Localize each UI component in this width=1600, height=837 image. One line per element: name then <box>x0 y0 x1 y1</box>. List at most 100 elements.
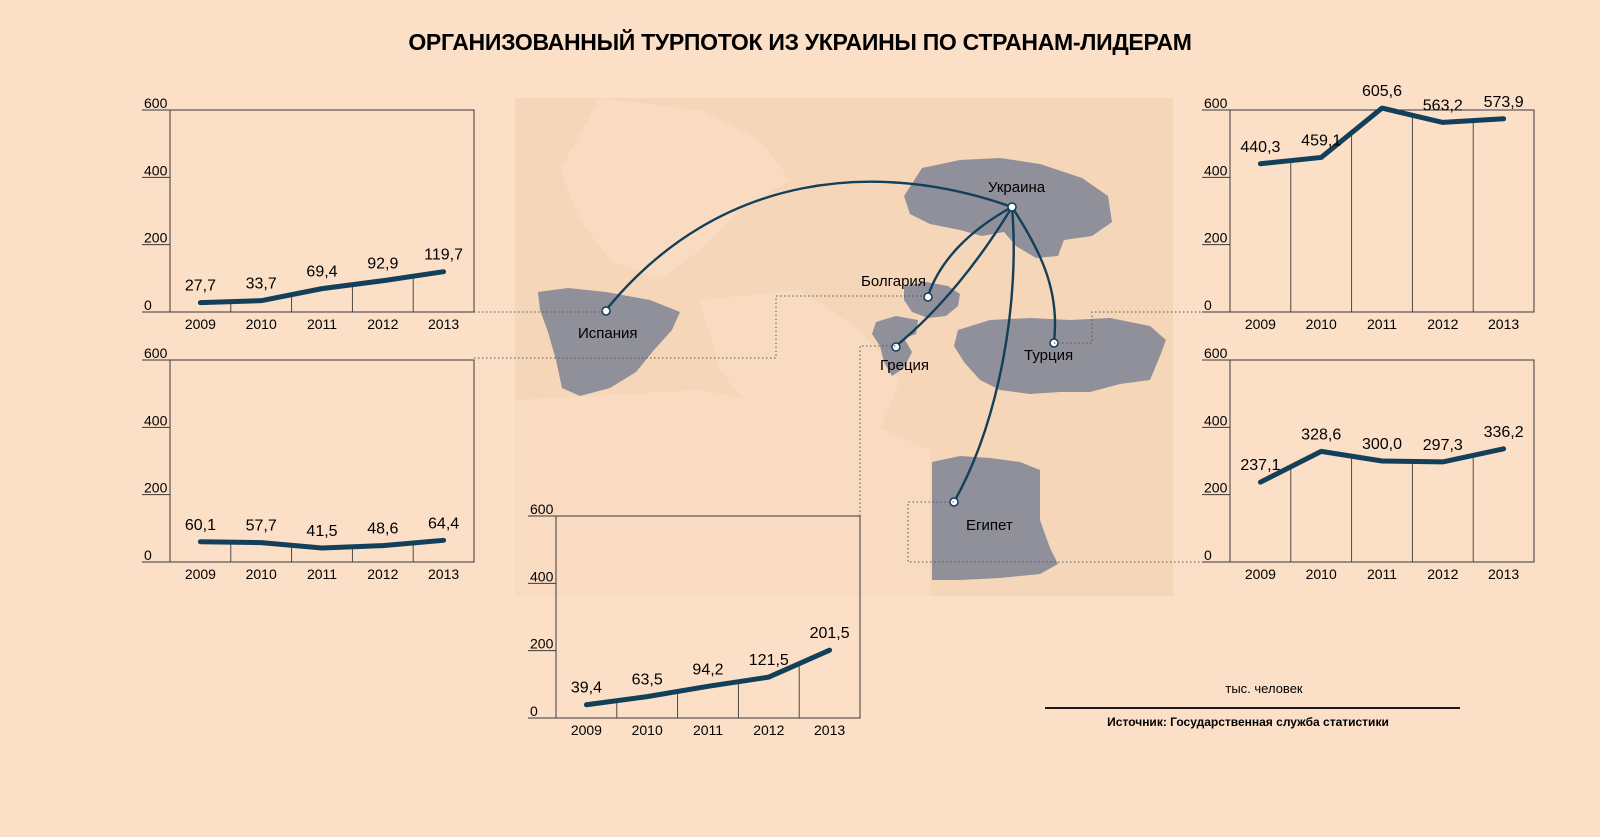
x-tick-label: 2009 <box>1245 566 1276 582</box>
y-tick-label: 0 <box>144 297 152 313</box>
chart-egypt: 0 200 400 600 2009 2010 2011 2012 2013 237,1 328,6… <box>1202 345 1535 582</box>
y-tick-label: 600 <box>1204 95 1228 111</box>
data-label: 33,7 <box>246 276 277 293</box>
y-tick-label: 400 <box>1204 412 1228 428</box>
connector-greece <box>859 345 896 516</box>
x-tick-label: 2009 <box>1245 316 1276 332</box>
x-tick-label: 2010 <box>632 722 663 738</box>
data-label: 39,4 <box>571 680 602 697</box>
x-tick-label: 2012 <box>1427 566 1458 582</box>
data-label: 336,2 <box>1484 424 1524 441</box>
label-spain: Испания <box>578 325 638 342</box>
x-tick-label: 2010 <box>246 316 277 332</box>
y-tick-label: 0 <box>1204 547 1212 563</box>
chart-bulgaria: 0 200 400 600 2009 2010 2011 2012 2013 60,1 57,7 41… <box>142 345 475 582</box>
y-tick-label: 400 <box>1204 162 1228 178</box>
x-tick-label: 2011 <box>307 316 337 332</box>
y-tick-label: 600 <box>1204 345 1228 361</box>
label-ukraine: Украина <box>988 179 1046 196</box>
y-tick-label: 400 <box>144 412 168 428</box>
connector-turkey <box>1054 311 1230 344</box>
x-tick-label: 2009 <box>185 316 216 332</box>
data-label: 459,1 <box>1301 132 1341 149</box>
route-spain <box>605 180 1013 311</box>
series-line <box>197 537 447 551</box>
y-tick-label: 0 <box>144 547 152 563</box>
x-tick-label: 2013 <box>1488 316 1519 332</box>
data-label: 57,7 <box>246 518 277 535</box>
data-label: 201,5 <box>810 625 850 642</box>
data-label: 121,5 <box>749 652 789 669</box>
connector-bulgaria <box>474 295 928 359</box>
data-label: 63,5 <box>632 672 663 689</box>
route-greece <box>895 206 1014 347</box>
spain-shape <box>538 288 680 396</box>
connector-egypt <box>907 501 1206 563</box>
data-label: 605,6 <box>1362 83 1402 100</box>
data-label: 41,5 <box>306 523 337 540</box>
x-tick-label: 2013 <box>428 316 459 332</box>
y-tick-label: 600 <box>144 345 168 361</box>
y-tick-label: 600 <box>530 501 554 517</box>
y-tick-label: 400 <box>530 568 554 584</box>
map-background-land <box>515 98 930 596</box>
data-label: 573,9 <box>1484 94 1524 111</box>
x-tick-label: 2011 <box>693 722 723 738</box>
data-label: 94,2 <box>692 661 723 678</box>
y-tick-label: 0 <box>530 703 538 719</box>
y-tick-label: 600 <box>144 95 168 111</box>
y-tick-label: 200 <box>1204 480 1228 496</box>
endpoint-spain <box>601 306 611 316</box>
x-tick-label: 2009 <box>571 722 602 738</box>
chart-spain: 0 200 400 600 2009 2010 2011 2012 2013 27,7 33,7 69… <box>142 95 475 332</box>
series-line <box>1257 105 1507 167</box>
connectors <box>474 295 1230 563</box>
x-tick-label: 2010 <box>1306 566 1337 582</box>
x-tick-label: 2013 <box>814 722 845 738</box>
data-label: 48,6 <box>367 521 398 538</box>
data-label: 300,0 <box>1362 436 1402 453</box>
y-tick-label: 200 <box>144 480 168 496</box>
x-tick-label: 2012 <box>753 722 784 738</box>
routes <box>605 180 1057 503</box>
route-turkey <box>1010 206 1057 343</box>
data-label: 119,7 <box>424 247 463 264</box>
y-tick-label: 200 <box>1204 230 1228 246</box>
data-label: 92,9 <box>367 256 398 273</box>
x-tick-label: 2010 <box>1306 316 1337 332</box>
chart-greece: 0 200 400 600 2009 2010 2011 2012 2013 39,4 63,5 94… <box>528 501 861 738</box>
bulgaria-shape <box>904 282 960 318</box>
route-egypt <box>952 206 1015 503</box>
y-tick-label: 0 <box>1204 297 1212 313</box>
x-tick-label: 2011 <box>1367 316 1397 332</box>
charts: 0 200 400 600 2009 2010 2011 2012 2013 27,7 33,7 69… <box>142 83 1535 738</box>
x-tick-label: 2012 <box>367 316 398 332</box>
x-tick-label: 2011 <box>1367 566 1397 582</box>
endpoint-ukraine <box>1007 202 1017 212</box>
x-tick-label: 2011 <box>307 566 337 582</box>
map: Украина Испания Болгария Греция Турция Е… <box>515 98 1173 596</box>
y-tick-label: 200 <box>144 230 168 246</box>
data-label: 237,1 <box>1240 457 1280 474</box>
data-label: 563,2 <box>1423 97 1463 114</box>
x-tick-label: 2012 <box>367 566 398 582</box>
data-label: 69,4 <box>306 264 337 281</box>
label-greece: Греция <box>880 357 929 374</box>
label-turkey: Турция <box>1024 347 1073 364</box>
y-tick-label: 400 <box>144 162 168 178</box>
x-tick-label: 2013 <box>428 566 459 582</box>
unit-note: тыс. человек <box>1225 681 1303 696</box>
chart-turkey: 0 200 400 600 2009 2010 2011 2012 2013 440,3 459,1… <box>1202 83 1535 332</box>
x-tick-label: 2013 <box>1488 566 1519 582</box>
route-bulgaria <box>926 205 1013 297</box>
source-note: Источник: Государственная служба статист… <box>1107 715 1389 729</box>
x-tick-label: 2009 <box>185 566 216 582</box>
page-title: ОРГАНИЗОВАННЫЙ ТУРПОТОК ИЗ УКРАИНЫ ПО СТ… <box>408 28 1191 55</box>
data-label: 27,7 <box>185 278 216 295</box>
data-label: 328,6 <box>1301 426 1341 443</box>
data-label: 297,3 <box>1423 437 1463 454</box>
endpoint-bulgaria <box>923 292 933 302</box>
label-bulgaria: Болгария <box>861 273 926 290</box>
series-line <box>1257 446 1507 485</box>
